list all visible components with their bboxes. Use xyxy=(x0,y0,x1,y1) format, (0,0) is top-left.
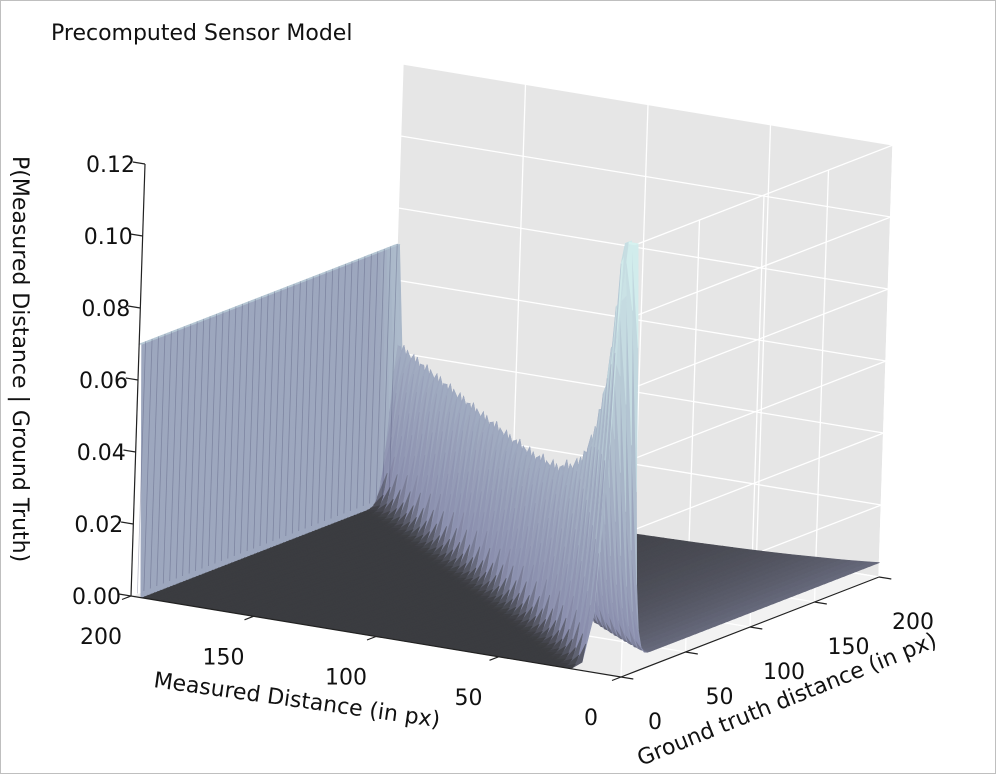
grid-line xyxy=(632,216,891,318)
x-tick-label: 200 xyxy=(80,625,122,650)
grid-line xyxy=(395,279,887,362)
grid-line xyxy=(627,360,887,462)
chart-title: Precomputed Sensor Model xyxy=(51,21,352,46)
z-tick-label: 0.06 xyxy=(79,369,128,394)
x-tick-label: 100 xyxy=(325,666,367,691)
y-tick-mark xyxy=(620,676,634,680)
z-tick-label: 0.10 xyxy=(84,225,133,250)
grid-line xyxy=(400,135,891,218)
grid-line xyxy=(634,144,894,246)
y-tick-label: 50 xyxy=(706,685,734,710)
grid-line xyxy=(402,63,894,146)
y-tick-mark xyxy=(878,576,892,580)
grid-line xyxy=(398,207,889,290)
z-tick-label: 0.12 xyxy=(86,153,135,178)
x-axis-label: Measured Distance (in px) xyxy=(152,668,442,733)
grid-line xyxy=(630,288,889,390)
x-tick-mark xyxy=(121,595,132,601)
y-tick-mark xyxy=(685,651,698,655)
z-axis-label: P(Measured Distance | Ground Truth) xyxy=(7,156,32,562)
surface-mesh xyxy=(130,240,880,669)
grid-line xyxy=(393,351,884,434)
z-tick-label: 0.02 xyxy=(74,513,123,538)
y-tick-mark xyxy=(814,601,827,605)
y-tick-mark xyxy=(749,626,763,630)
x-tick-label: 0 xyxy=(584,706,598,731)
x-tick-mark xyxy=(244,615,254,621)
x-tick-mark xyxy=(489,656,499,661)
z-tick-label: 0.00 xyxy=(72,585,121,610)
grid-line xyxy=(625,432,884,534)
x-tick-mark xyxy=(611,676,622,682)
y-tick-label: 0 xyxy=(648,710,662,735)
z-tick-label: 0.08 xyxy=(81,297,130,322)
x-tick-label: 150 xyxy=(203,645,245,670)
x-tick-mark xyxy=(366,635,377,641)
x-tick-label: 50 xyxy=(455,686,483,711)
z-tick-label: 0.04 xyxy=(77,441,126,466)
